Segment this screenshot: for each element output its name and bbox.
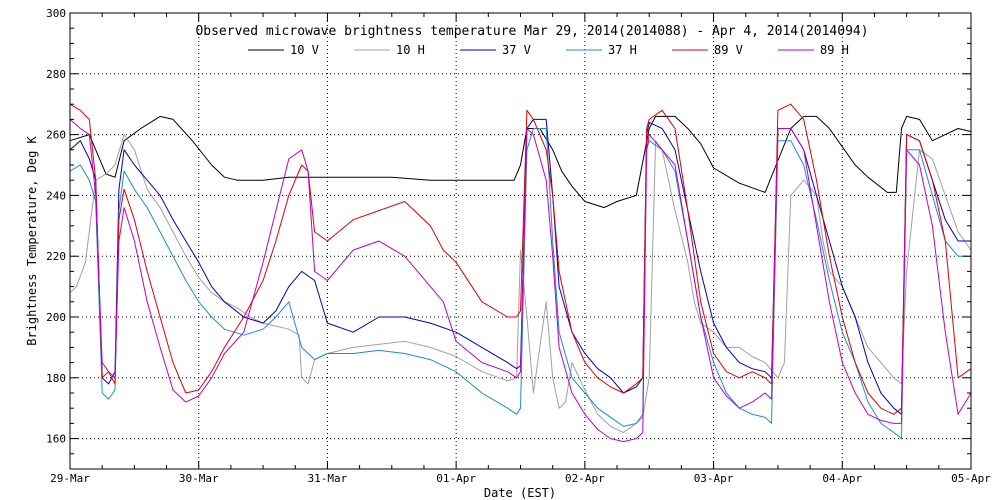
legend-label: 10 V	[290, 43, 319, 57]
chart-title: Observed microwave brightness temperatur…	[195, 24, 868, 39]
legend-label: 10 H	[396, 43, 425, 57]
x-axis: 29-Mar 30-Mar 31-Mar 01-Apr 02-Apr 03-Apr 04-A…	[50, 13, 991, 485]
x-tick-label: 04-Apr	[822, 472, 862, 485]
y-tick-label: 160	[46, 433, 66, 446]
y-tick-label: 300	[46, 7, 66, 20]
series-line-10-h	[69, 134, 972, 433]
legend-label: 89 V	[714, 43, 743, 57]
series-line-10-v	[69, 115, 972, 209]
y-tick-label: 200	[46, 311, 66, 324]
x-tick-label: 05-Apr	[951, 472, 991, 485]
legend-label: 37 H	[608, 43, 637, 57]
y-axis-label: Brightness Temperature, Deg K	[25, 135, 39, 345]
x-tick-label: 31-Mar	[308, 472, 348, 485]
series-layer	[69, 103, 972, 443]
series-line-37-v	[69, 118, 971, 415]
x-tick-label: 01-Apr	[436, 472, 476, 485]
legend-label: 89 H	[820, 43, 849, 57]
legend: 10 V 10 H 37 V 37 H 89 V 89 H	[248, 43, 849, 57]
y-tick-label: 260	[46, 129, 66, 142]
x-tick-label: 29-Mar	[50, 472, 90, 485]
series-line-89-v	[69, 103, 972, 415]
y-tick-label: 220	[46, 250, 66, 263]
y-tick-label: 280	[46, 68, 66, 81]
x-tick-label: 30-Mar	[179, 472, 219, 485]
y-axis: 160 180 200 220 240 260 280 300	[46, 7, 971, 470]
x-tick-label: 02-Apr	[565, 472, 605, 485]
series-line-37-h	[69, 128, 971, 440]
x-tick-label: 03-Apr	[694, 472, 734, 485]
y-tick-label: 180	[46, 372, 66, 385]
legend-label: 37 V	[502, 43, 531, 57]
series-line-89-h	[69, 119, 972, 443]
x-axis-label: Date (EST)	[484, 486, 556, 500]
grid-lines	[70, 13, 971, 469]
y-tick-label: 240	[46, 189, 66, 202]
